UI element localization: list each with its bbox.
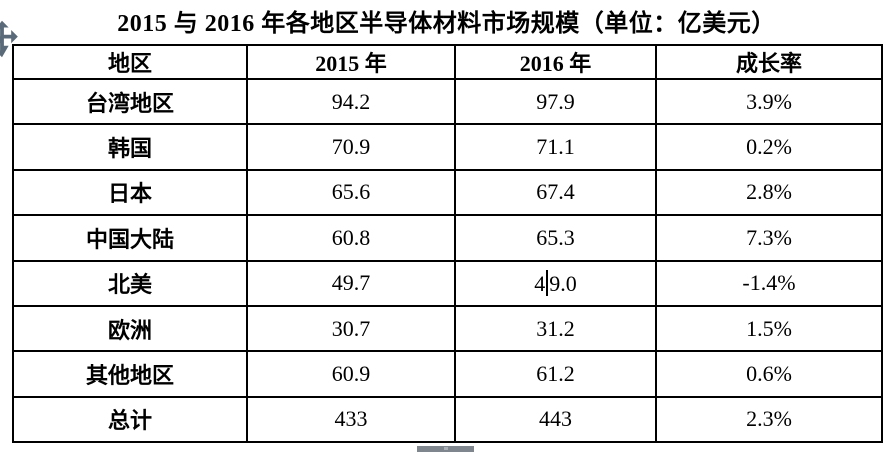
growth-cell[interactable]: 0.2% (655, 123, 883, 171)
value-2015-cell[interactable]: 30.7 (246, 304, 456, 353)
growth-cell[interactable]: 3.9% (655, 77, 883, 126)
table-row: 欧洲 30.7 31.2 1.5% (12, 304, 883, 353)
growth-cell[interactable]: 7.3% (655, 214, 883, 262)
table-row: 日本 65.6 67.4 2.8% (12, 168, 883, 217)
value-2016-cell[interactable]: 443 (454, 395, 657, 444)
table-row: 北美 49.7 4 9.0 -1.4% (12, 259, 883, 307)
header-region[interactable]: 地区 (12, 44, 248, 80)
table-row: 台湾地区 94.2 97.9 3.9% (12, 77, 883, 126)
header-2015[interactable]: 2015 年 (246, 44, 456, 80)
value-2016-cell[interactable]: 31.2 (454, 304, 657, 353)
region-cell[interactable]: 欧洲 (12, 304, 248, 353)
growth-cell[interactable]: 2.3% (655, 395, 883, 444)
growth-cell[interactable]: 2.8% (655, 168, 883, 217)
table-body: 台湾地区 94.2 97.9 3.9% 韩国 70.9 71.1 0.2% 日本 65.6 67.4… (12, 77, 883, 444)
value-2015-cell[interactable]: 433 (246, 395, 456, 444)
table-row: 总计 433 443 2.3% (12, 395, 883, 444)
header-growth-rate[interactable]: 成长率 (655, 44, 883, 80)
header-2016[interactable]: 2016 年 (454, 44, 657, 80)
text-caret (546, 269, 549, 296)
semiconductor-materials-table: 地区 2015 年 2016 年 成长率 台湾地区 94.2 97.9 3.9% 韩国 7… (12, 44, 883, 444)
value-2016-cell[interactable]: 97.9 (454, 77, 657, 126)
region-cell[interactable]: 其他地区 (12, 350, 248, 398)
horizontal-scrollbar-thumb[interactable] (417, 446, 474, 452)
region-cell[interactable]: 韩国 (12, 123, 248, 171)
growth-cell[interactable]: 0.6% (655, 350, 883, 398)
value-2016-cell[interactable]: 4 9.0 (454, 259, 657, 307)
table-move-handle[interactable] (0, 20, 21, 58)
move-arrows-icon (0, 20, 21, 58)
value-2015-cell[interactable]: 60.9 (246, 350, 456, 398)
table-header-row: 地区 2015 年 2016 年 成长率 (12, 44, 883, 80)
region-cell[interactable]: 中国大陆 (12, 214, 248, 262)
table-row: 其他地区 60.9 61.2 0.6% (12, 350, 883, 398)
value-2015-cell[interactable]: 94.2 (246, 77, 456, 126)
table-row: 中国大陆 60.8 65.3 7.3% (12, 214, 883, 262)
text-after-caret: 9.0 (549, 270, 577, 296)
region-cell[interactable]: 日本 (12, 168, 248, 217)
value-2016-cell[interactable]: 65.3 (454, 214, 657, 262)
value-2015-cell[interactable]: 70.9 (246, 123, 456, 171)
value-2015-cell[interactable]: 49.7 (246, 259, 456, 307)
region-cell[interactable]: 台湾地区 (12, 77, 248, 126)
region-cell[interactable]: 北美 (12, 259, 248, 307)
text-before-caret: 4 (534, 270, 546, 296)
value-2016-cell[interactable]: 67.4 (454, 168, 657, 217)
region-cell[interactable]: 总计 (12, 395, 248, 444)
growth-cell[interactable]: -1.4% (655, 259, 883, 307)
value-2015-cell[interactable]: 60.8 (246, 214, 456, 262)
table-row: 韩国 70.9 71.1 0.2% (12, 123, 883, 171)
value-2015-cell[interactable]: 65.6 (246, 168, 456, 217)
table-title[interactable]: 2015 与 2016 年各地区半导体材料市场规模（单位：亿美元） (117, 11, 776, 37)
growth-cell[interactable]: 1.5% (655, 304, 883, 353)
value-2016-cell[interactable]: 61.2 (454, 350, 657, 398)
value-2016-cell[interactable]: 71.1 (454, 123, 657, 171)
